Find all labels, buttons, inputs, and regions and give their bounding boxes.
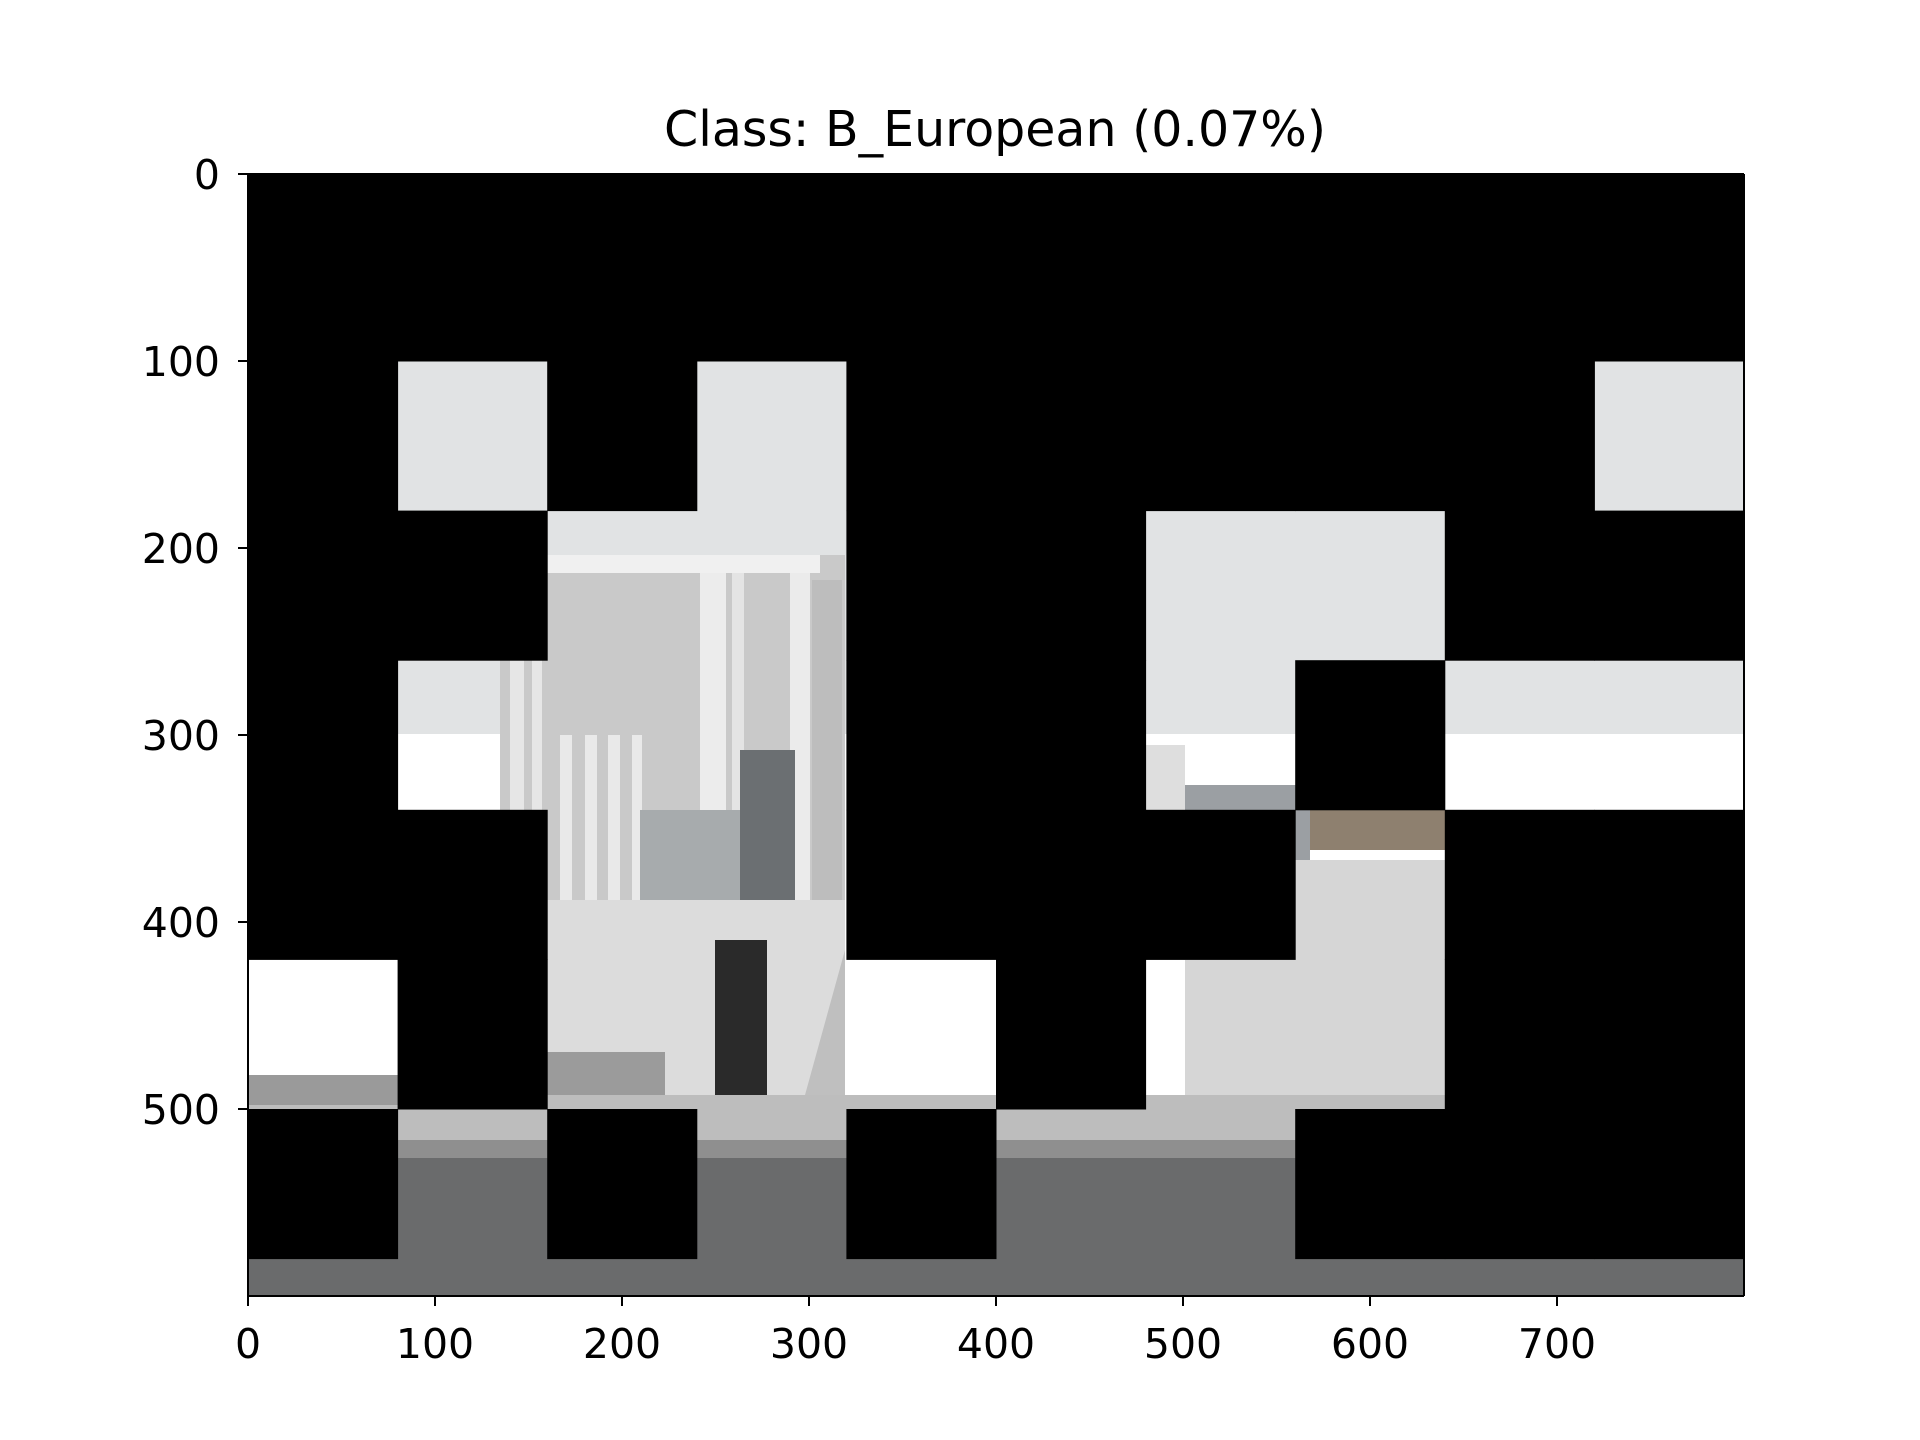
mask-overlay xyxy=(248,174,1744,1260)
mask-patch xyxy=(1594,809,1744,960)
mask-patch xyxy=(1444,809,1595,960)
mask-patch xyxy=(846,1109,997,1260)
x-tick-label: 600 xyxy=(1331,1320,1409,1368)
mask-patch xyxy=(248,809,399,960)
mask-patch xyxy=(1594,959,1744,1110)
mask-patch xyxy=(846,660,997,811)
mask-patch xyxy=(397,809,548,960)
mask-patch xyxy=(846,211,997,362)
mask-patch xyxy=(1295,174,1446,212)
masked-photo xyxy=(248,174,1744,1295)
mask-patch xyxy=(1295,361,1446,512)
mask-patch xyxy=(1444,361,1595,512)
mask-patch xyxy=(696,211,847,362)
x-tick-label: 500 xyxy=(1144,1320,1222,1368)
mask-patch xyxy=(846,809,997,960)
mask-patch xyxy=(248,660,399,811)
mask-patch xyxy=(397,510,548,661)
mask-patch xyxy=(846,510,997,661)
mask-patch xyxy=(547,1109,698,1260)
mask-patch xyxy=(547,361,698,512)
mask-patch xyxy=(1145,211,1296,362)
mask-patch xyxy=(248,510,399,661)
mask-patch xyxy=(996,174,1147,212)
x-ticks: 0 100 200 300 400 500 600 700 xyxy=(235,1296,1596,1368)
door xyxy=(715,940,767,1095)
mask-patch xyxy=(1444,1109,1595,1260)
x-tick-label: 400 xyxy=(957,1320,1035,1368)
mask-patch xyxy=(696,174,847,212)
x-tick-label: 200 xyxy=(583,1320,661,1368)
mask-patch xyxy=(1594,211,1744,362)
x-tick-label: 700 xyxy=(1518,1320,1596,1368)
mask-patch xyxy=(1444,211,1595,362)
mask-patch xyxy=(1594,510,1744,661)
mask-patch xyxy=(1295,660,1446,811)
mask-patch xyxy=(996,809,1147,960)
mask-patch xyxy=(1295,211,1446,362)
mask-patch xyxy=(846,174,997,212)
y-tick-label: 400 xyxy=(142,899,220,947)
mask-patch xyxy=(1145,174,1296,212)
mask-patch xyxy=(1594,174,1744,212)
y-tick-label: 100 xyxy=(142,338,220,386)
mask-patch xyxy=(1444,959,1595,1110)
mask-patch xyxy=(248,1109,399,1260)
mask-patch xyxy=(1295,1109,1446,1260)
mask-patch xyxy=(1145,361,1296,512)
mask-patch xyxy=(1594,1109,1744,1260)
mask-patch xyxy=(996,510,1147,661)
mask-patch xyxy=(1444,174,1595,212)
mask-patch xyxy=(397,959,548,1110)
stairs xyxy=(805,950,845,1095)
y-tick-label: 300 xyxy=(142,712,220,760)
x-tick-label: 300 xyxy=(770,1320,848,1368)
mask-patch xyxy=(397,211,548,362)
mask-patch xyxy=(248,174,399,212)
mask-patch xyxy=(846,361,997,512)
mask-patch xyxy=(547,211,698,362)
glass-facade-lower xyxy=(640,810,740,900)
y-tick-label: 0 xyxy=(194,151,220,199)
mask-patch xyxy=(397,174,548,212)
mask-patch xyxy=(996,211,1147,362)
mask-patch xyxy=(1145,809,1296,960)
mask-patch xyxy=(996,361,1147,512)
roof-beam xyxy=(500,555,820,573)
y-tick-label: 200 xyxy=(142,525,220,573)
plot-title: Class: B_European (0.07%) xyxy=(664,101,1326,158)
glass-facade xyxy=(740,750,795,900)
mask-patch xyxy=(996,660,1147,811)
x-tick-label: 100 xyxy=(396,1320,474,1368)
y-tick-label: 500 xyxy=(142,1086,220,1134)
mask-patch xyxy=(547,174,698,212)
axes: 0 100 200 300 400 500 600 700 0 100 200 300 400 500 xyxy=(142,151,1745,1368)
mask-patch xyxy=(1444,510,1595,661)
x-tick-label: 0 xyxy=(235,1320,261,1368)
mask-patch xyxy=(996,959,1147,1110)
mask-patch xyxy=(248,211,399,362)
mask-patch xyxy=(248,361,399,512)
y-ticks: 0 100 200 300 400 500 xyxy=(142,151,248,1134)
